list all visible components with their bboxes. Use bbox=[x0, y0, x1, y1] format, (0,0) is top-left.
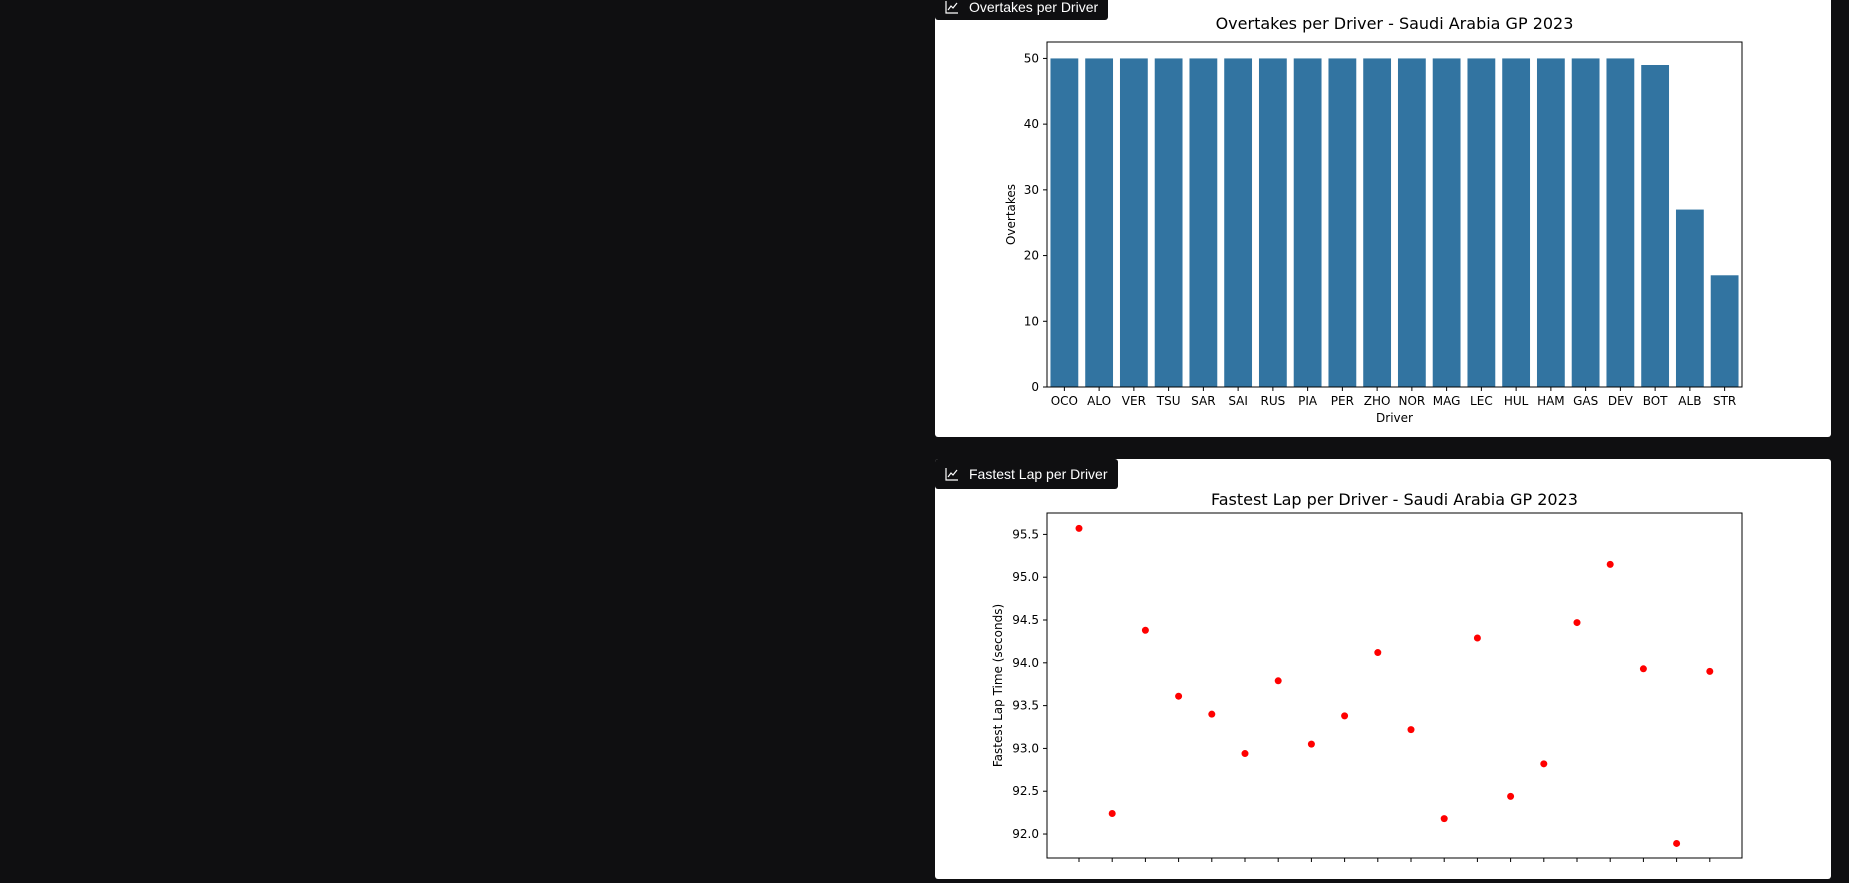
plot-frame bbox=[1046, 512, 1743, 859]
bar-str bbox=[1710, 275, 1739, 387]
fastest-lap-scatter-chart: Fastest Lap per Driver - Saudi Arabia GP… bbox=[991, 490, 1743, 862]
chart-icon bbox=[945, 468, 958, 481]
chart-icon bbox=[945, 1, 958, 14]
bar-bot bbox=[1641, 65, 1670, 387]
bar-gas bbox=[1571, 58, 1600, 387]
bar-tsu bbox=[1154, 58, 1183, 387]
scatter-point bbox=[1573, 619, 1581, 627]
bar-zho bbox=[1363, 58, 1392, 387]
scatter-point bbox=[1374, 649, 1382, 657]
y-axis-label: Overtakes bbox=[1004, 184, 1018, 245]
y-tick-label: 20 bbox=[1024, 249, 1039, 263]
scatter-point bbox=[1639, 665, 1647, 673]
x-tick-label: SAR bbox=[1191, 394, 1215, 408]
x-tick-label: STR bbox=[1713, 394, 1736, 408]
bar-ham bbox=[1536, 58, 1565, 387]
x-tick-label: RUS bbox=[1261, 394, 1286, 408]
y-tick-label: 93.0 bbox=[1012, 741, 1039, 755]
x-tick-label: SAI bbox=[1228, 394, 1248, 408]
x-tick-label: GAS bbox=[1573, 394, 1598, 408]
scatter-point bbox=[1673, 839, 1681, 847]
y-tick-label: 94.0 bbox=[1012, 656, 1039, 670]
overtakes-bar-chart: Overtakes per Driver - Saudi Arabia GP 2… bbox=[1004, 14, 1743, 425]
y-tick-label: 92.0 bbox=[1012, 827, 1039, 841]
scatter-point bbox=[1407, 726, 1415, 734]
fastest-lap-tab-label: Fastest Lap per Driver bbox=[969, 466, 1108, 482]
bar-oco bbox=[1050, 58, 1079, 387]
scatter-point bbox=[1507, 792, 1515, 800]
y-tick-label: 94.5 bbox=[1012, 613, 1039, 627]
bar-rus bbox=[1258, 58, 1287, 387]
fastest-lap-tab[interactable]: Fastest Lap per Driver bbox=[935, 459, 1118, 489]
scatter-point bbox=[1274, 677, 1282, 685]
overtakes-tab-label: Overtakes per Driver bbox=[969, 0, 1099, 15]
x-tick-label: ALO bbox=[1087, 394, 1111, 408]
bar-sar bbox=[1189, 58, 1218, 387]
x-tick-label: VER bbox=[1122, 394, 1146, 408]
y-tick-label: 95.0 bbox=[1012, 570, 1039, 584]
scatter-point bbox=[1540, 760, 1548, 768]
bar-sai bbox=[1224, 58, 1253, 387]
scatter-point bbox=[1473, 634, 1481, 642]
x-tick-label: PER bbox=[1331, 394, 1354, 408]
bar-lec bbox=[1467, 58, 1496, 387]
scatter-point bbox=[1706, 667, 1714, 675]
scatter-point bbox=[1075, 524, 1083, 532]
bar-hul bbox=[1502, 58, 1531, 387]
bar-alb bbox=[1675, 209, 1704, 387]
y-tick-label: 30 bbox=[1024, 183, 1039, 197]
chart-title: Fastest Lap per Driver - Saudi Arabia GP… bbox=[1211, 490, 1578, 509]
bar-ver bbox=[1119, 58, 1148, 387]
bar-mag bbox=[1432, 58, 1461, 387]
overtakes-panel: Overtakes per Driver Overtakes per Drive… bbox=[935, 0, 1831, 437]
scatter-point bbox=[1241, 750, 1249, 758]
x-tick-label: HUL bbox=[1504, 394, 1529, 408]
x-tick-label: HAM bbox=[1537, 394, 1565, 408]
x-tick-label: LEC bbox=[1470, 394, 1493, 408]
x-tick-label: OCO bbox=[1051, 394, 1078, 408]
x-axis-label: Driver bbox=[1376, 411, 1413, 425]
chart-title: Overtakes per Driver - Saudi Arabia GP 2… bbox=[1216, 14, 1574, 33]
y-axis-label: Fastest Lap Time (seconds) bbox=[991, 604, 1005, 767]
scatter-point bbox=[1108, 809, 1116, 817]
y-tick-label: 0 bbox=[1031, 380, 1039, 394]
bar-nor bbox=[1397, 58, 1426, 387]
plot-frame bbox=[1046, 41, 1743, 388]
y-tick-label: 50 bbox=[1024, 51, 1039, 65]
bar-pia bbox=[1293, 58, 1322, 387]
y-tick-label: 10 bbox=[1024, 314, 1039, 328]
scatter-point bbox=[1440, 815, 1448, 823]
x-tick-label: BOT bbox=[1643, 394, 1668, 408]
scatter-point bbox=[1208, 710, 1216, 718]
scatter-point bbox=[1606, 560, 1614, 568]
y-tick-label: 95.5 bbox=[1012, 527, 1039, 541]
x-tick-label: PIA bbox=[1298, 394, 1318, 408]
y-tick-label: 40 bbox=[1024, 117, 1039, 131]
y-tick-label: 93.5 bbox=[1012, 699, 1039, 713]
y-tick-label: 92.5 bbox=[1012, 784, 1039, 798]
x-tick-label: TSU bbox=[1156, 394, 1181, 408]
scatter-point bbox=[1141, 626, 1149, 634]
bar-alo bbox=[1085, 58, 1114, 387]
x-tick-label: ALB bbox=[1678, 394, 1701, 408]
scatter-point bbox=[1175, 692, 1183, 700]
x-tick-label: ZHO bbox=[1364, 394, 1391, 408]
x-tick-label: NOR bbox=[1398, 394, 1425, 408]
bar-per bbox=[1328, 58, 1357, 387]
overtakes-tab[interactable]: Overtakes per Driver bbox=[935, 0, 1109, 20]
fastest-lap-panel: Fastest Lap per Driver Fastest Lap per D… bbox=[935, 459, 1831, 879]
x-tick-label: MAG bbox=[1433, 394, 1461, 408]
x-tick-label: DEV bbox=[1608, 394, 1634, 408]
scatter-point bbox=[1307, 740, 1315, 748]
scatter-point bbox=[1341, 712, 1349, 720]
bar-dev bbox=[1606, 58, 1635, 387]
